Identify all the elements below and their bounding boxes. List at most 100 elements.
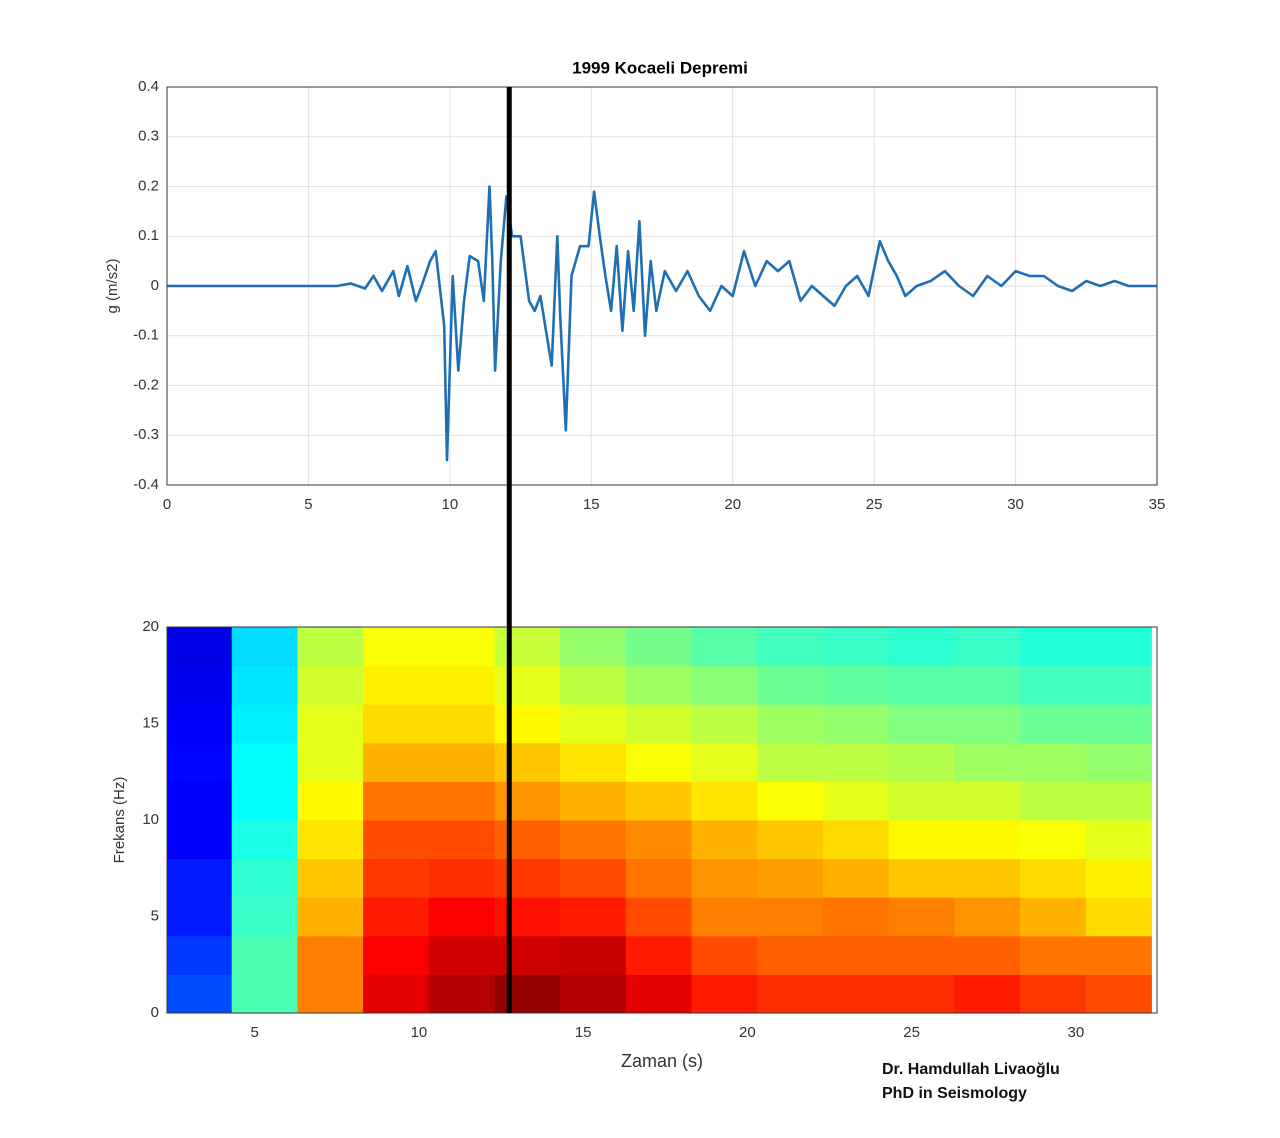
heat-cell: [167, 665, 233, 705]
y-tick-label: 0.1: [138, 227, 159, 244]
heat-cell: [494, 665, 561, 705]
heat-cell: [691, 935, 758, 975]
y-axis-label: Frekans (Hz): [111, 777, 128, 864]
heat-cell: [297, 897, 364, 937]
heat-cell: [167, 935, 233, 975]
heat-cell: [822, 665, 890, 705]
y-tick-label: 20: [142, 618, 159, 635]
heat-cell: [1085, 820, 1152, 860]
heat-cell: [625, 742, 693, 782]
y-tick-label: -0.4: [133, 476, 159, 493]
heat-cell: [494, 627, 561, 667]
heat-cell: [954, 704, 1021, 744]
heat-cell: [1020, 704, 1087, 744]
y-tick-label: -0.1: [133, 327, 159, 344]
heat-cell: [888, 665, 955, 705]
heat-cell: [691, 974, 758, 1013]
heat-cell: [297, 704, 364, 744]
x-tick-label: 10: [442, 496, 459, 513]
x-tick-label: 15: [583, 496, 600, 513]
heat-cell: [757, 781, 824, 821]
heat-cell: [231, 781, 298, 821]
heat-cell: [560, 627, 627, 667]
heat-cell: [560, 820, 627, 860]
heat-cell: [494, 935, 561, 975]
heat-cell: [1085, 627, 1152, 667]
credit: PhD in Seismology: [882, 1085, 1027, 1102]
heat-cell: [757, 742, 824, 782]
heat-cell: [297, 974, 364, 1013]
heat-cell: [1020, 627, 1087, 667]
heat-cell: [428, 974, 495, 1013]
heat-cell: [757, 820, 824, 860]
heat-cell: [822, 974, 890, 1013]
heat-cell: [691, 897, 758, 937]
heat-cell: [363, 665, 430, 705]
x-tick-label: 30: [1068, 1024, 1085, 1041]
heat-cell: [297, 820, 364, 860]
heat-cell: [167, 858, 233, 898]
heat-cell: [691, 781, 758, 821]
heat-cell: [822, 935, 890, 975]
heat-cell: [1085, 665, 1152, 705]
heat-cell: [691, 704, 758, 744]
y-tick-label: 0.4: [138, 78, 159, 95]
y-tick-label: -0.3: [133, 426, 159, 443]
heat-cell: [757, 935, 824, 975]
axes-box: [166, 86, 1158, 486]
heat-cell: [363, 974, 430, 1013]
heat-cell: [954, 935, 1021, 975]
heat-cell: [1085, 897, 1152, 937]
heat-cell: [560, 742, 627, 782]
heat-cell: [625, 627, 693, 667]
heat-cell: [363, 820, 430, 860]
y-tick-label: 0.2: [138, 177, 159, 194]
heat-cell: [297, 781, 364, 821]
x-tick-label: 25: [903, 1024, 920, 1041]
heat-cell: [428, 627, 495, 667]
y-tick-label: 15: [142, 714, 159, 731]
heat-cell: [231, 704, 298, 744]
heat-cell: [297, 627, 364, 667]
heat-cell: [363, 704, 430, 744]
heat-cell: [888, 742, 955, 782]
heat-cell: [757, 627, 824, 667]
heat-cell: [757, 858, 824, 898]
heat-cell: [428, 781, 495, 821]
heat-cell: [888, 935, 955, 975]
heat-cell: [625, 704, 693, 744]
heat-cell: [363, 627, 430, 667]
heat-cell: [954, 974, 1021, 1013]
heat-cell: [822, 781, 890, 821]
heat-cell: [560, 858, 627, 898]
y-tick-label: 0: [151, 277, 159, 294]
heat-cell: [167, 897, 233, 937]
heat-cell: [1020, 820, 1087, 860]
heat-cell: [822, 897, 890, 937]
heat-cell: [494, 974, 561, 1013]
heat-cell: [625, 820, 693, 860]
heat-cell: [757, 665, 824, 705]
heat-cell: [888, 974, 955, 1013]
heat-cell: [494, 742, 561, 782]
heat-cell: [167, 704, 233, 744]
heat-cell: [757, 704, 824, 744]
heat-cell: [888, 704, 955, 744]
heat-cell: [888, 781, 955, 821]
heat-cell: [363, 897, 430, 937]
y-axis-label: g (m/s2): [104, 258, 121, 313]
heat-cell: [691, 665, 758, 705]
heat-cell: [363, 781, 430, 821]
heat-cell: [625, 935, 693, 975]
heat-cell: [494, 858, 561, 898]
heat-cell: [231, 897, 298, 937]
heat-cell: [1085, 935, 1152, 975]
heat-cell: [428, 820, 495, 860]
heat-cell: [428, 665, 495, 705]
heat-cell: [691, 742, 758, 782]
y-tick-label: 0: [151, 1004, 159, 1021]
credit: Dr. Hamdullah Livaoğlu: [882, 1061, 1060, 1078]
heat-cell: [757, 897, 824, 937]
heat-cell: [888, 627, 955, 667]
